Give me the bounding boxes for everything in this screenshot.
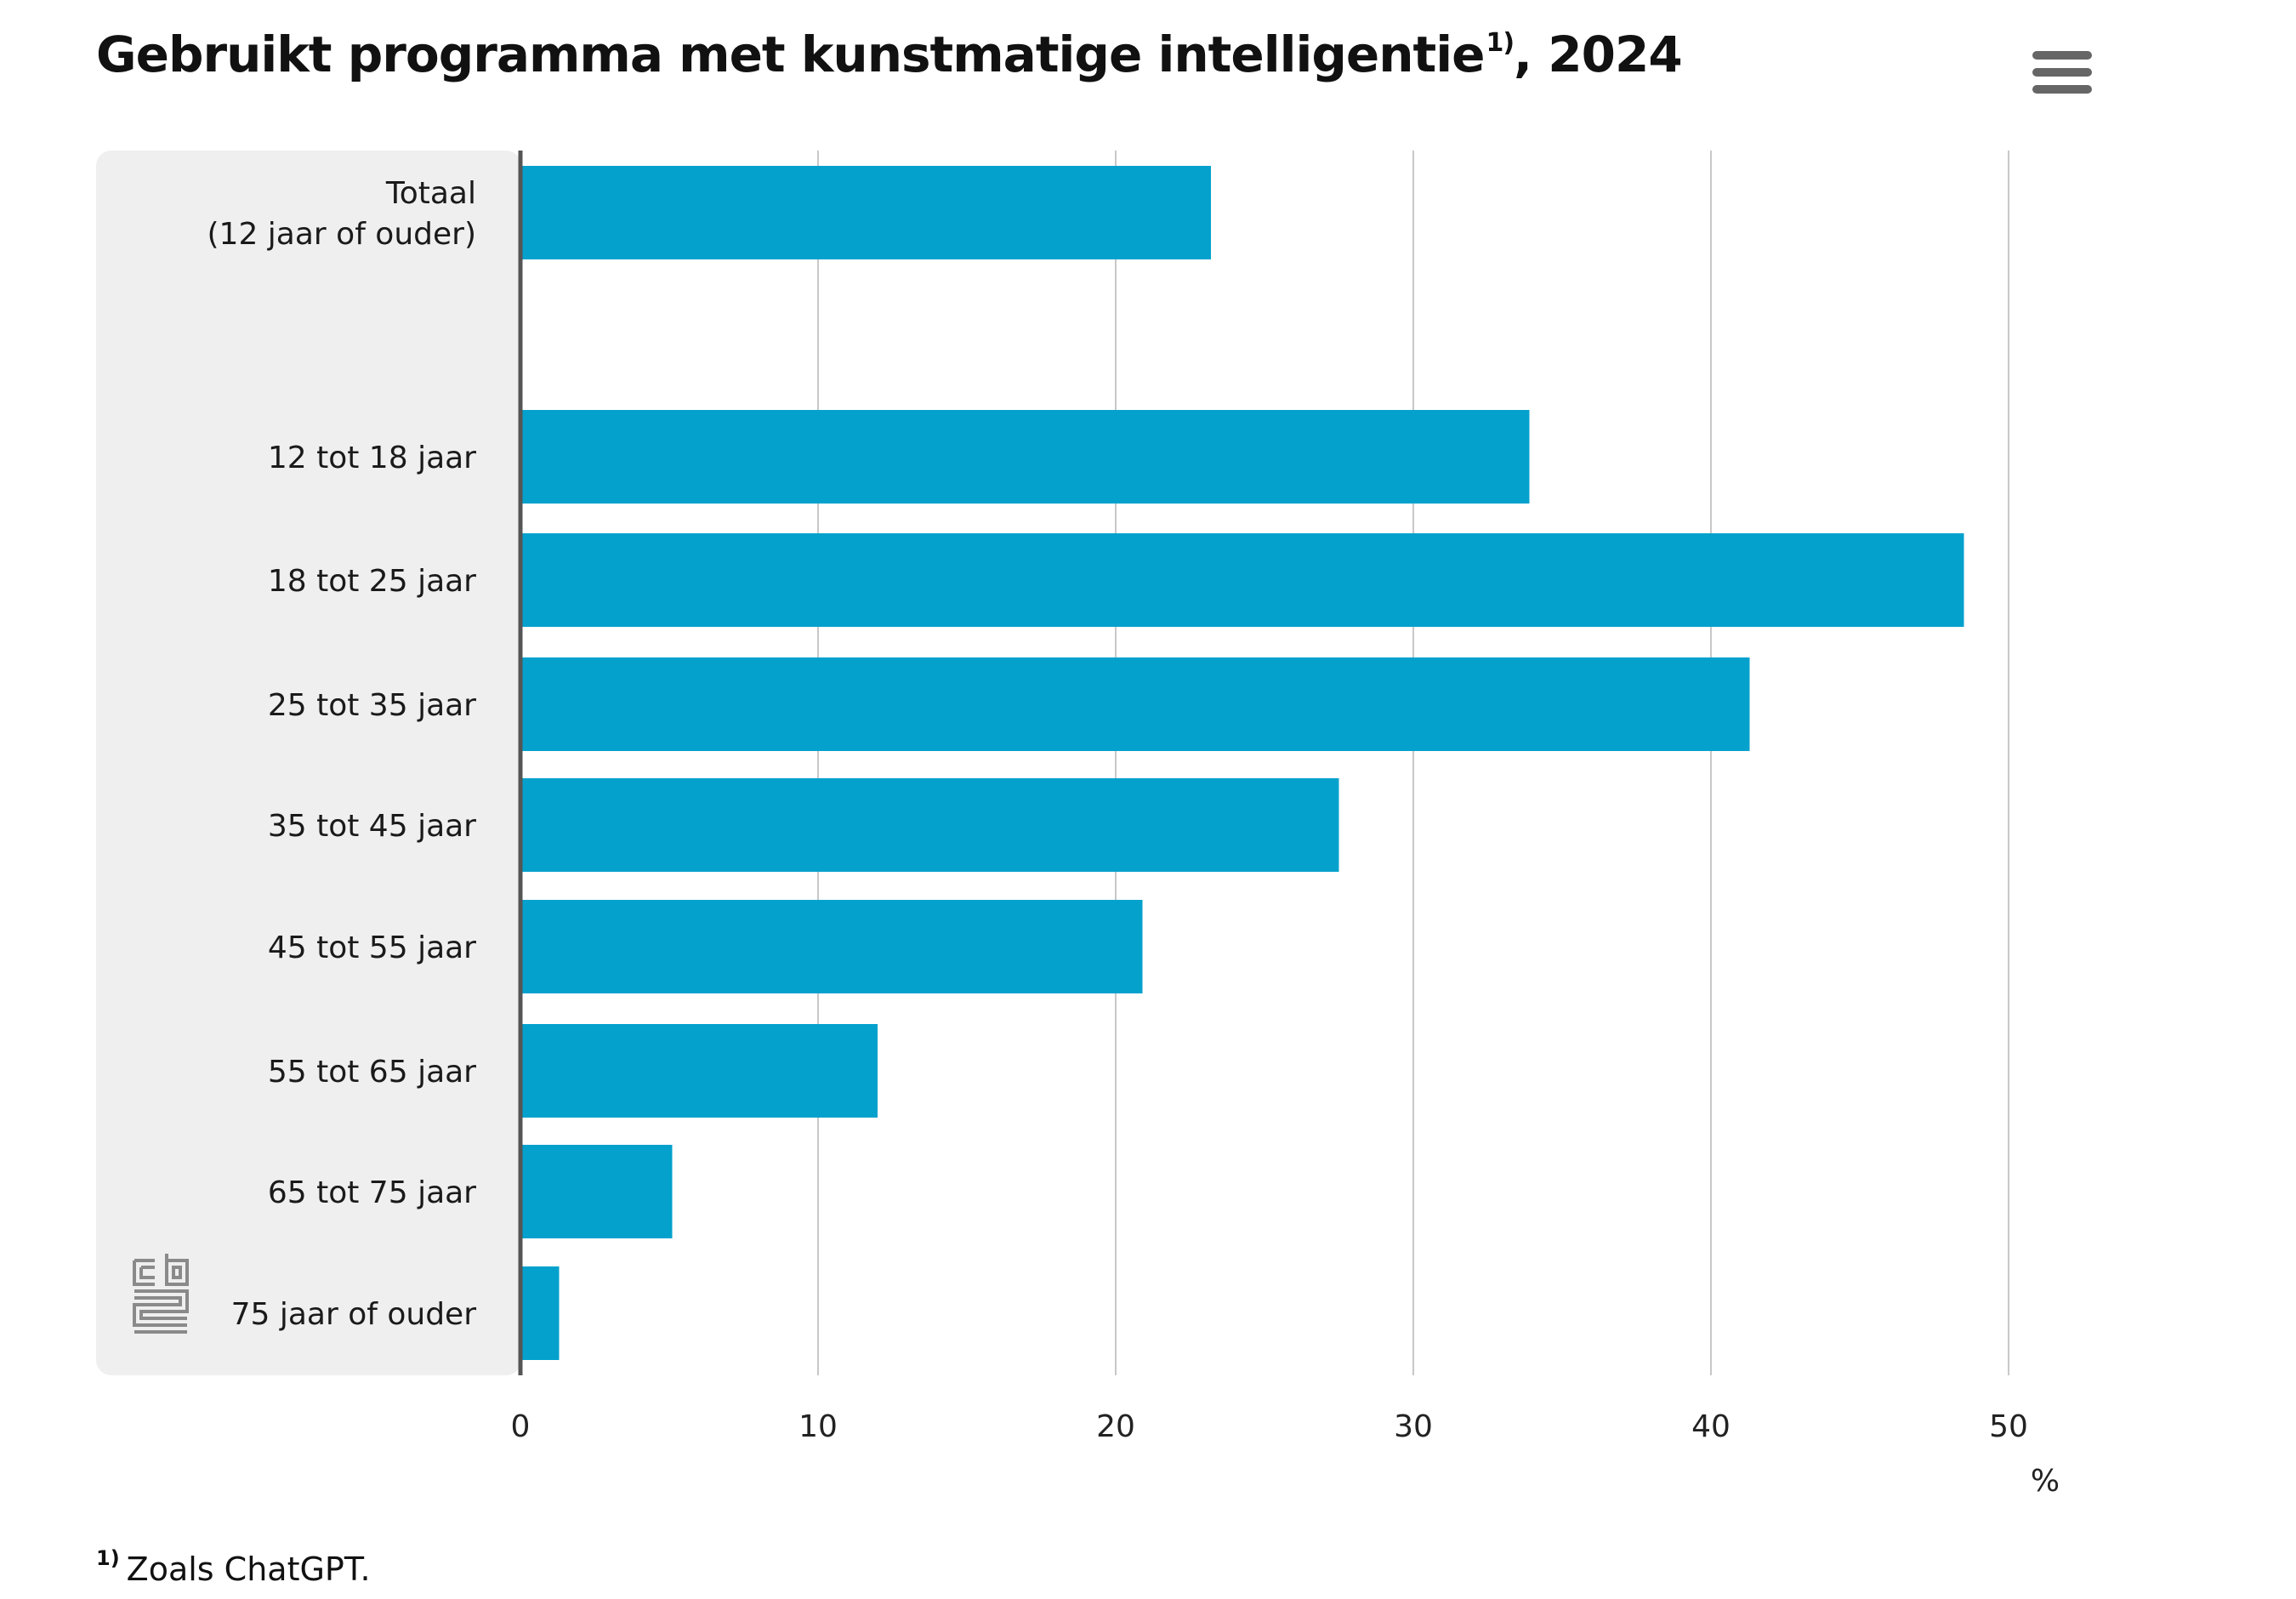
bar-8 <box>520 1266 560 1360</box>
category-label-0-line-0: Totaal <box>385 176 476 211</box>
hamburger-menu-icon[interactable] <box>2032 51 2092 102</box>
category-label-6: 55 tot 65 jaar <box>268 1055 476 1090</box>
title-footnote-marker: 1) <box>1486 28 1515 58</box>
chart-title-text: Gebruikt programma met kunstmatige intel… <box>96 26 1485 83</box>
x-tick-label-20: 20 <box>1096 1409 1135 1444</box>
chart-title: Gebruikt programma met kunstmatige intel… <box>96 26 1683 83</box>
footnote: 1) Zoals ChatGPT. <box>96 1546 371 1588</box>
category-label-panel <box>96 151 521 1375</box>
bar-3 <box>520 657 1750 751</box>
bar-0 <box>520 166 1211 259</box>
chart-title-year: , 2024 <box>1514 26 1683 83</box>
x-axis-unit-label: % <box>2031 1464 2060 1499</box>
category-label-7: 65 tot 75 jaar <box>268 1175 476 1210</box>
category-labels: Totaal (12 jaar of ouder) 12 tot 18 jaar 18… <box>207 176 477 1332</box>
cbs-logo-icon <box>133 1254 189 1334</box>
x-tick-label-0: 0 <box>511 1409 531 1444</box>
bars <box>520 166 1964 1360</box>
x-tick-label-40: 40 <box>1691 1409 1731 1444</box>
category-label-2: 18 tot 25 jaar <box>268 564 476 599</box>
x-tick-label-50: 50 <box>1989 1409 2028 1444</box>
bar-1 <box>520 410 1530 504</box>
gridlines <box>817 151 2009 1375</box>
bar-7 <box>520 1145 673 1238</box>
category-label-5: 45 tot 55 jaar <box>268 930 476 965</box>
category-label-0-line-1: (12 jaar of ouder) <box>207 217 477 252</box>
x-tick-label-30: 30 <box>1394 1409 1433 1444</box>
category-label-8: 75 jaar of ouder <box>231 1297 477 1332</box>
bar-4 <box>520 778 1339 872</box>
x-axis-tick-labels: 0 10 20 30 40 50 <box>511 1409 2028 1444</box>
category-label-1: 12 tot 18 jaar <box>268 441 476 475</box>
category-label-3: 25 tot 35 jaar <box>268 688 476 723</box>
footnote-marker: 1) <box>96 1546 120 1570</box>
bar-5 <box>520 900 1143 993</box>
bar-2 <box>520 533 1964 627</box>
x-tick-label-10: 10 <box>798 1409 838 1444</box>
footnote-text: Zoals ChatGPT. <box>126 1551 371 1588</box>
category-label-4: 35 tot 45 jaar <box>268 809 476 844</box>
bar-6 <box>520 1024 878 1118</box>
